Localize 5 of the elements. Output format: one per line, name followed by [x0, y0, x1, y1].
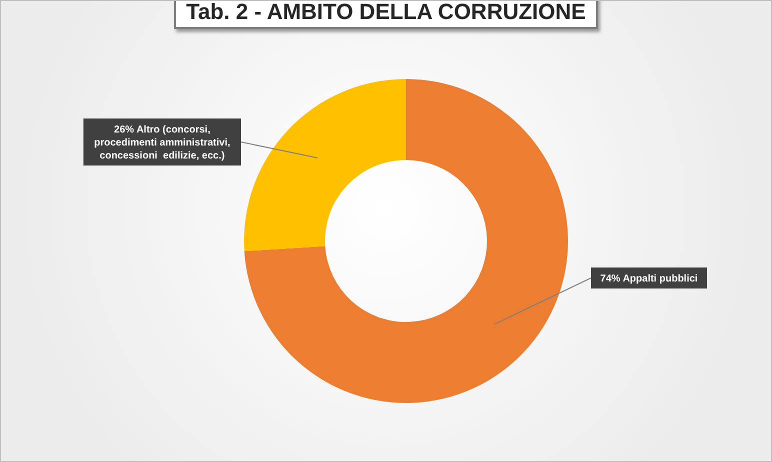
donut-slice [244, 79, 406, 252]
slice-label: 74% Appalti pubblici [600, 274, 698, 284]
donut-slice [244, 79, 568, 403]
slice-label: 26% Altro (concorsi, procedimenti amministrativi, concessioni edilizie, ecc.) [94, 124, 230, 162]
chart-title: Tab. 2 - AMBITO DELLA CORRUZIONE [174, 0, 598, 29]
